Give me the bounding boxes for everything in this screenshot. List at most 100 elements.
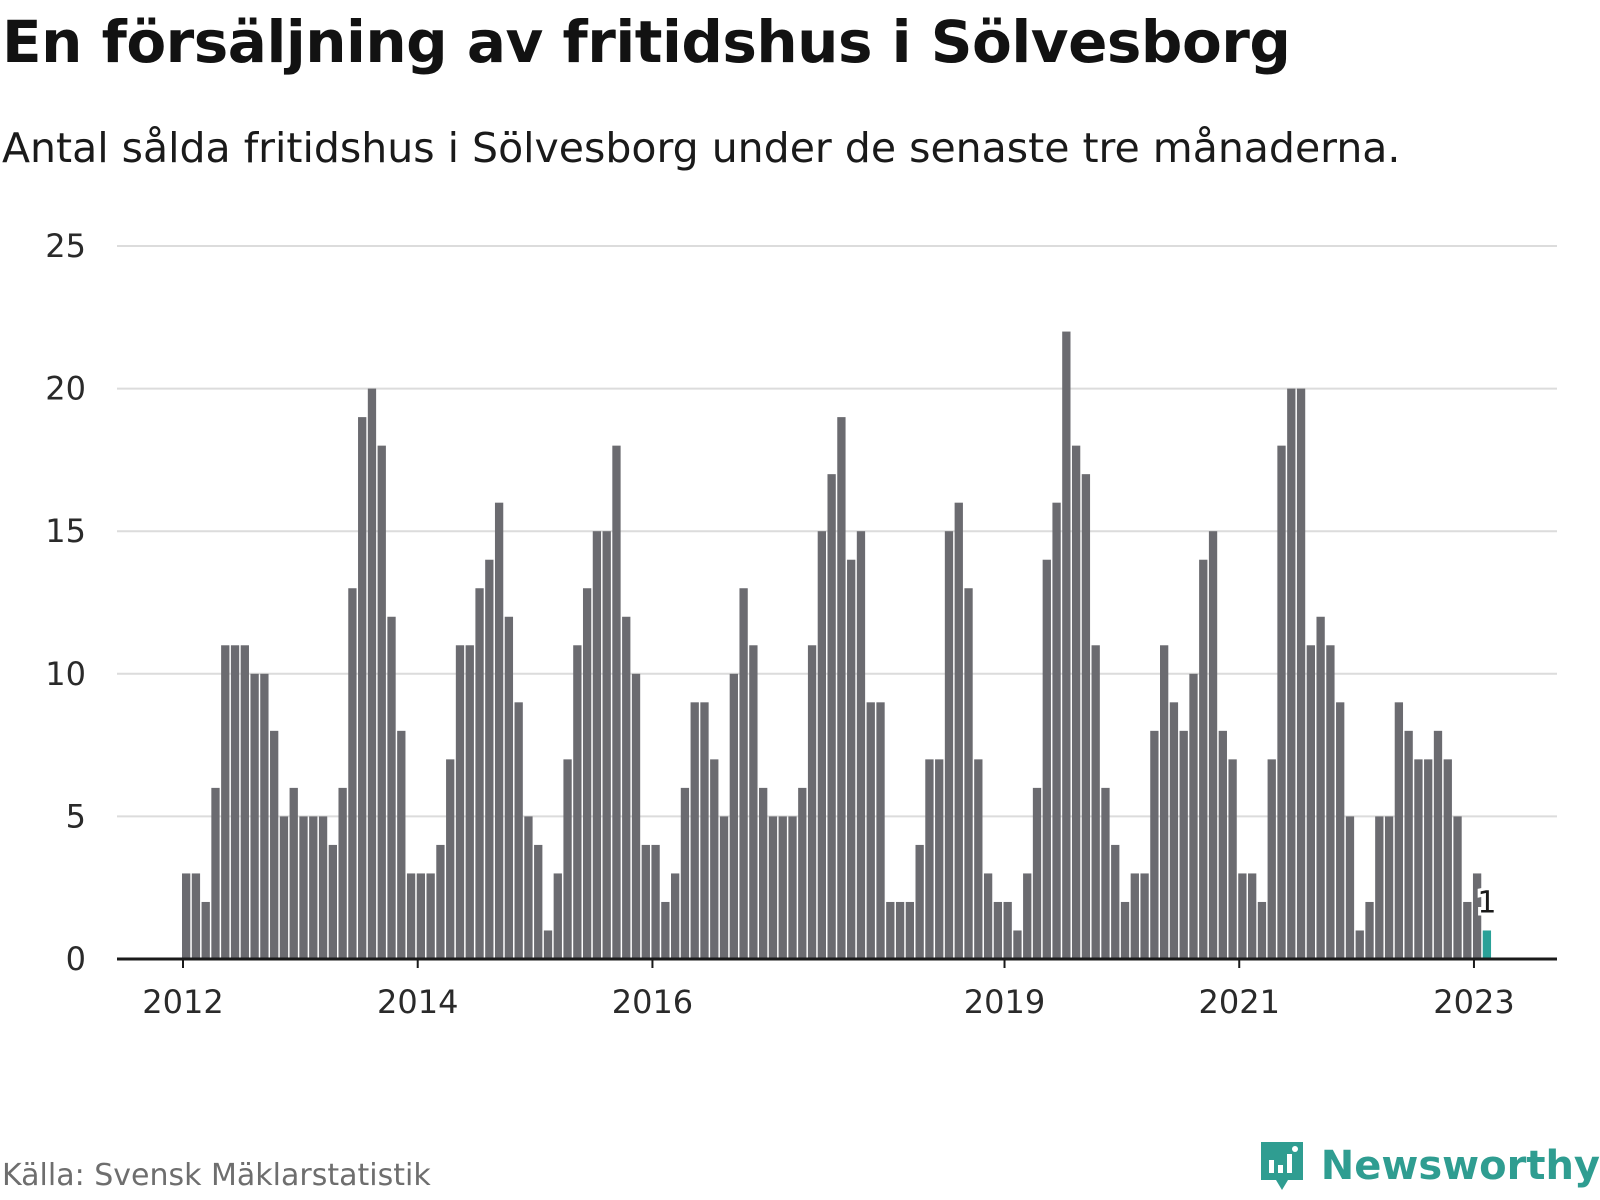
bar <box>1355 930 1364 959</box>
bar <box>494 502 504 959</box>
bar <box>915 844 924 959</box>
bar <box>1433 730 1443 959</box>
bar <box>837 417 846 959</box>
bar <box>1394 702 1404 959</box>
bar <box>182 873 191 959</box>
bar <box>367 388 377 960</box>
bar <box>318 816 328 959</box>
y-tick-label: 15 <box>45 512 86 550</box>
bar <box>993 901 1003 959</box>
bar <box>387 616 396 959</box>
bar <box>338 787 347 959</box>
bar <box>211 787 220 959</box>
bar <box>1052 502 1061 959</box>
x-tick-label: 2012 <box>142 983 223 1021</box>
bar <box>1130 873 1139 959</box>
bar <box>974 759 983 959</box>
bar <box>1277 445 1286 959</box>
bar <box>944 531 954 959</box>
bar <box>279 816 289 959</box>
bar <box>1453 816 1462 959</box>
x-tick-label: 2023 <box>1433 983 1514 1021</box>
bar <box>592 531 602 959</box>
x-tick-label: 2021 <box>1199 983 1280 1021</box>
bar <box>1287 388 1296 960</box>
bar <box>1414 759 1423 959</box>
bar <box>230 645 240 959</box>
bar <box>1443 759 1452 959</box>
bar-highlight <box>1482 930 1492 959</box>
bar <box>1013 930 1022 959</box>
bar <box>1101 787 1110 959</box>
bar <box>964 588 973 959</box>
bar <box>1316 616 1325 959</box>
y-tick-label: 10 <box>45 655 86 693</box>
bar <box>1404 730 1413 959</box>
bar <box>524 816 533 959</box>
x-tick-label: 2014 <box>377 983 458 1021</box>
data-label: 1 <box>1477 885 1496 920</box>
bar <box>446 759 455 959</box>
bar <box>1160 645 1169 959</box>
bar <box>563 759 572 959</box>
bar <box>759 787 768 959</box>
bar <box>1091 645 1100 959</box>
bar <box>416 873 426 959</box>
brand: Newsworthy <box>1257 1138 1600 1194</box>
bar <box>1345 816 1355 959</box>
bar <box>1463 901 1472 959</box>
y-tick-label: 0 <box>66 940 86 978</box>
bar <box>1120 901 1130 959</box>
bar <box>1424 759 1433 959</box>
bar <box>1472 873 1482 959</box>
bar <box>925 759 934 959</box>
bar <box>221 645 230 959</box>
bar <box>1032 787 1042 959</box>
bar <box>1071 445 1081 959</box>
bar <box>798 787 807 959</box>
bar <box>749 645 758 959</box>
bar <box>622 616 631 959</box>
x-tick-label: 2016 <box>612 983 693 1021</box>
bar <box>1296 388 1306 960</box>
bar <box>680 787 690 959</box>
newsworthy-logo-icon <box>1260 1142 1303 1190</box>
bar <box>455 645 465 959</box>
bar <box>348 588 357 959</box>
bar <box>719 816 729 959</box>
bar <box>739 588 748 959</box>
bar <box>886 901 895 959</box>
bar <box>1257 901 1267 959</box>
bar <box>553 873 562 959</box>
bar <box>827 474 836 959</box>
bar <box>543 930 553 959</box>
bar-chart: 0 5 10 15 20 25 2012 2014 2016 2019 2021 2023 1 <box>45 227 1557 1021</box>
bar <box>260 673 269 959</box>
data-labels: 1 <box>1474 882 1499 923</box>
bar <box>954 502 963 959</box>
bar <box>1375 816 1384 959</box>
bar <box>406 873 416 959</box>
bar <box>661 901 670 959</box>
bar <box>465 645 474 959</box>
bar <box>289 787 298 959</box>
bar <box>729 673 738 959</box>
bar <box>1228 759 1237 959</box>
bar <box>309 816 318 959</box>
bar <box>876 702 885 959</box>
bar <box>895 901 905 959</box>
bar <box>485 559 494 959</box>
y-tick-label: 5 <box>66 797 86 835</box>
bar <box>377 445 386 959</box>
bar <box>866 702 875 959</box>
bar <box>1248 873 1257 959</box>
bar <box>191 873 201 959</box>
bar <box>1140 873 1149 959</box>
bar <box>856 531 866 959</box>
bar <box>788 816 797 959</box>
bar <box>641 844 650 959</box>
bar <box>602 531 611 959</box>
bar <box>1003 901 1012 959</box>
bar <box>1384 816 1394 959</box>
bar <box>582 588 592 959</box>
